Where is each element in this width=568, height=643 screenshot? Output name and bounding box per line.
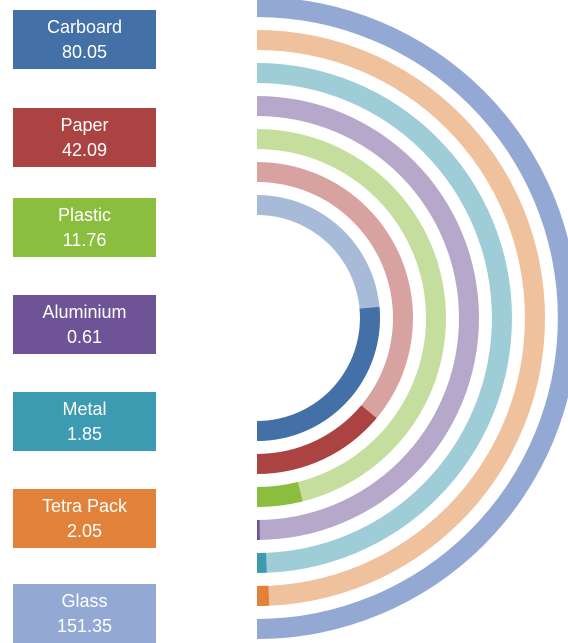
label-name: Plastic xyxy=(57,205,111,225)
label-box-carboard: Carboard 80.05 xyxy=(13,10,156,69)
label-value: 42.09 xyxy=(61,140,108,160)
label-name: Aluminium xyxy=(42,302,127,322)
label-box-plastic: Plastic 11.76 xyxy=(13,198,156,257)
ring-track-paper xyxy=(257,162,413,474)
label-value: 151.35 xyxy=(56,616,113,636)
label-value: 1.85 xyxy=(66,424,103,444)
label-box-aluminium: Aluminium 0.61 xyxy=(13,295,156,354)
label-name: Carboard xyxy=(46,17,123,37)
ring-bar-metal xyxy=(257,552,267,573)
label-name: Tetra Pack xyxy=(41,496,128,516)
label-box-tetra-pack: Tetra Pack 2.05 xyxy=(13,489,156,548)
label-box-metal: Metal 1.85 xyxy=(13,392,156,451)
ring-bar-paper xyxy=(257,405,377,475)
label-name: Paper xyxy=(60,115,109,135)
label-name: Glass xyxy=(61,591,108,611)
label-value: 80.05 xyxy=(61,42,108,62)
label-box-glass: Glass 151.35 xyxy=(13,584,156,643)
ring-bar-tetra-pack xyxy=(257,585,270,606)
label-value: 0.61 xyxy=(66,327,103,347)
label-value: 11.76 xyxy=(62,230,107,250)
label-name: Metal xyxy=(62,399,107,419)
ring-track-plastic xyxy=(257,129,446,507)
ring-bar-carboard xyxy=(257,306,380,441)
ring-bar-aluminium xyxy=(257,519,260,540)
ring-bar-plastic xyxy=(257,481,303,507)
label-value: 2.05 xyxy=(66,521,103,541)
label-box-paper: Paper 42.09 xyxy=(13,108,156,167)
